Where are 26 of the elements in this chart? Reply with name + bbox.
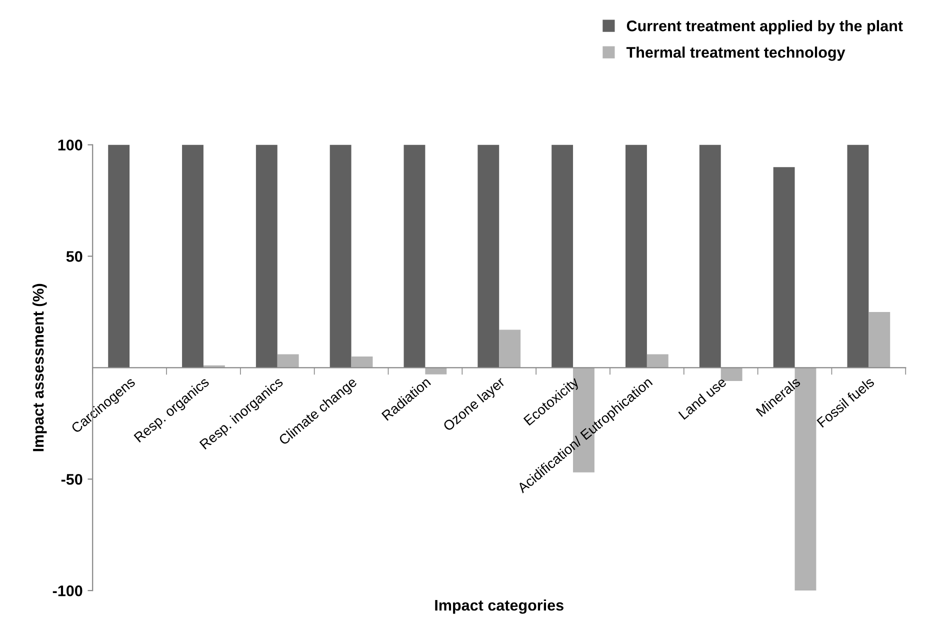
bar [425, 368, 447, 374]
y-tick-label: 50 [66, 251, 82, 262]
y-axis-title: Impact assessment (%) [32, 284, 47, 452]
bar [646, 354, 668, 368]
y-tick-label: -50 [61, 474, 82, 485]
bar [404, 144, 426, 368]
bar [773, 167, 795, 368]
legend-label: Thermal treatment technology [626, 46, 846, 61]
bar [552, 144, 574, 368]
bar [351, 356, 373, 368]
bar [478, 144, 500, 368]
y-tick-label: 100 [58, 140, 82, 150]
legend-label: Current treatment applied by the plant [626, 20, 903, 34]
bar [330, 144, 352, 368]
bar [108, 144, 130, 368]
y-tick-label: -100 [52, 585, 82, 596]
bar [868, 312, 890, 368]
x-axis-title: Impact categories [435, 599, 564, 614]
bar [699, 144, 721, 368]
bar [499, 330, 521, 368]
bar [847, 144, 869, 368]
bar [626, 144, 647, 368]
bar [256, 144, 278, 368]
bar [720, 368, 742, 382]
bar [277, 354, 299, 368]
bar [182, 144, 204, 368]
